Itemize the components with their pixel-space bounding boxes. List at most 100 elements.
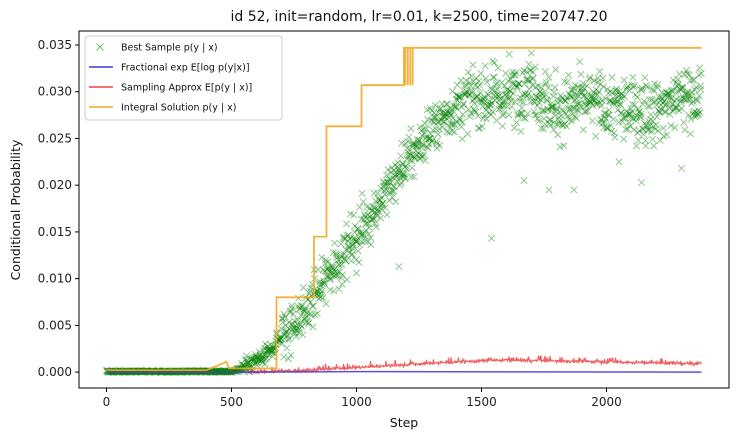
- data-point: [383, 211, 391, 219]
- data-point: [597, 102, 605, 110]
- data-point: [673, 82, 681, 90]
- data-point: [559, 106, 567, 115]
- data-point: [252, 353, 260, 361]
- data-point: [648, 95, 656, 104]
- data-point: [264, 346, 272, 354]
- data-point: [442, 110, 450, 118]
- data-point: [667, 122, 675, 130]
- data-point: [660, 132, 668, 140]
- data-point: [344, 242, 352, 250]
- data-point: [396, 169, 404, 177]
- data-point: [511, 71, 519, 79]
- data-point: [467, 110, 475, 118]
- data-point: [689, 97, 697, 105]
- data-point: [419, 152, 427, 160]
- data-point: [112, 367, 120, 375]
- data-point: [616, 101, 625, 109]
- data-point: [124, 367, 132, 375]
- data-point: [376, 196, 384, 204]
- data-point: [611, 133, 619, 141]
- data-point: [510, 124, 519, 132]
- data-point: [450, 128, 459, 136]
- data-point: [250, 356, 258, 364]
- data-point: [565, 116, 573, 124]
- data-point: [385, 196, 393, 204]
- data-point: [316, 286, 324, 294]
- data-point: [405, 146, 413, 154]
- data-point: [608, 89, 617, 97]
- data-point: [261, 340, 269, 348]
- data-point: [551, 83, 559, 92]
- data-point: [659, 99, 667, 107]
- data-point: [671, 103, 679, 111]
- data-point: [255, 356, 263, 364]
- data-point: [522, 68, 531, 76]
- data-point: [179, 367, 187, 375]
- data-point: [646, 102, 654, 110]
- data-point: [632, 114, 640, 122]
- data-point: [680, 70, 688, 78]
- data-point: [429, 118, 437, 126]
- data-point: [337, 240, 345, 248]
- data-point: [289, 310, 297, 318]
- data-point: [326, 275, 335, 283]
- data-point: [148, 367, 156, 375]
- data-point: [516, 94, 525, 102]
- data-point: [328, 271, 337, 279]
- data-point: [691, 113, 699, 121]
- data-point: [500, 82, 509, 90]
- data-point: [368, 216, 376, 224]
- data-point: [675, 107, 683, 115]
- data-point: [576, 102, 585, 110]
- data-point: [335, 285, 343, 293]
- data-point: [418, 132, 427, 140]
- data-point: [430, 109, 438, 117]
- data-point: [257, 356, 265, 364]
- data-point: [288, 302, 296, 310]
- data-point: [380, 187, 388, 195]
- data-point: [287, 351, 295, 359]
- data-point: [331, 268, 339, 276]
- data-point: [309, 302, 317, 310]
- data-point: [646, 122, 654, 130]
- data-point: [446, 109, 454, 117]
- data-point: [513, 82, 521, 90]
- data-point: [450, 108, 458, 116]
- data-point: [406, 156, 414, 164]
- data-point: [381, 204, 389, 212]
- data-point: [437, 117, 445, 125]
- data-point: [427, 130, 435, 138]
- data-point: [583, 82, 591, 90]
- data-point: [399, 173, 407, 181]
- data-point: [210, 367, 218, 375]
- data-point: [472, 74, 481, 82]
- data-point: [280, 310, 288, 318]
- data-point: [434, 130, 442, 138]
- data-point: [150, 367, 158, 375]
- data-point: [398, 139, 406, 147]
- x-tick-label: 0: [103, 395, 111, 409]
- data-point: [644, 126, 652, 134]
- data-point: [216, 367, 225, 375]
- data-point: [447, 119, 455, 128]
- data-point: [426, 104, 434, 113]
- data-point: [293, 325, 301, 333]
- data-point: [546, 121, 555, 129]
- data-point: [382, 186, 390, 194]
- data-point: [148, 367, 156, 375]
- data-point: [328, 263, 336, 271]
- data-point: [480, 95, 488, 103]
- data-point: [412, 143, 420, 151]
- data-point: [487, 234, 496, 243]
- data-point: [534, 94, 543, 102]
- data-point: [297, 311, 305, 319]
- data-point: [658, 88, 666, 97]
- data-point: [142, 367, 150, 375]
- data-point: [517, 109, 525, 117]
- data-point: [580, 92, 588, 100]
- data-point: [623, 111, 631, 119]
- data-point: [372, 223, 380, 231]
- legend-item: Fractional exp E[log p(y|x)]: [89, 63, 250, 74]
- data-point: [393, 177, 401, 185]
- data-point: [268, 348, 276, 356]
